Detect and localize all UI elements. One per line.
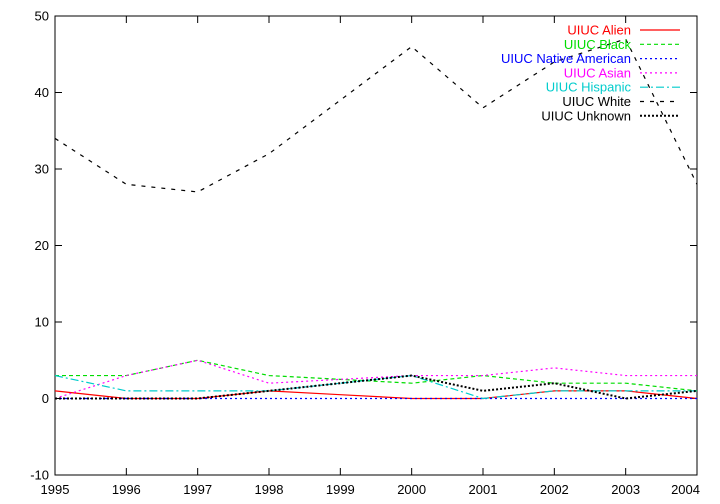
legend-label-uiuc-asian: UIUC Asian xyxy=(564,65,631,80)
legend-label-uiuc-white: UIUC White xyxy=(562,94,631,109)
x-tick-label: 1998 xyxy=(255,482,284,497)
legend-label-uiuc-unknown: UIUC Unknown xyxy=(541,108,631,123)
series-line-uiuc-white xyxy=(54,38,698,193)
x-tick-labels: 1995 1996 1997 1998 1999 2000 2001 2002 2003 2004 xyxy=(41,482,700,497)
legend-label-uiuc-black: UIUC Black xyxy=(564,37,632,52)
x-tick-label: 1995 xyxy=(41,482,70,497)
x-tick-label: 1999 xyxy=(326,482,355,497)
x-tick-label: 2004 xyxy=(671,482,700,497)
series-lines xyxy=(54,38,698,400)
y-tick-label: 20 xyxy=(35,238,49,253)
y-tick-label: -10 xyxy=(30,468,49,483)
series-line-uiuc-asian xyxy=(54,359,697,400)
x-tick-label: 2001 xyxy=(469,482,498,497)
y-tick-label: 0 xyxy=(42,391,49,406)
x-tick-label: 1997 xyxy=(183,482,212,497)
y-tick-label: 50 xyxy=(35,9,49,24)
x-tick-label: 2000 xyxy=(397,482,426,497)
x-tick-label: 2002 xyxy=(540,482,569,497)
series-line-uiuc-alien xyxy=(54,390,698,400)
y-tick-label: 10 xyxy=(35,315,49,330)
y-tick-label: 40 xyxy=(35,85,49,100)
y-tick-labels: -10 0 10 20 30 40 50 xyxy=(30,9,49,483)
y-tick-label: 30 xyxy=(35,162,49,177)
legend-label-uiuc-alien: UIUC Alien xyxy=(567,23,631,38)
x-tick-label: 1996 xyxy=(112,482,141,497)
x-tick-label: 2003 xyxy=(611,482,640,497)
legend-label-uiuc-hispanic: UIUC Hispanic xyxy=(546,80,632,95)
legend-label-uiuc-native-american: UIUC Native American xyxy=(501,51,631,66)
series-line-uiuc-black xyxy=(55,359,698,392)
series-line-uiuc-hispanic xyxy=(54,374,697,400)
